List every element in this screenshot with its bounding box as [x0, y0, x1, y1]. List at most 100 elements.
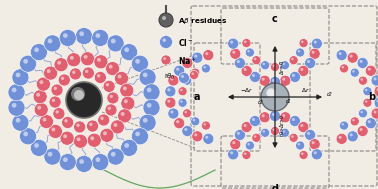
Text: Cl$^-$: Cl$^-$ [178, 37, 193, 49]
Circle shape [184, 111, 187, 113]
Circle shape [273, 129, 275, 131]
Circle shape [89, 123, 93, 126]
Circle shape [203, 66, 206, 68]
Circle shape [203, 133, 214, 144]
Circle shape [73, 134, 87, 148]
Circle shape [165, 97, 176, 108]
Circle shape [374, 86, 378, 97]
Circle shape [124, 99, 128, 103]
Circle shape [299, 39, 308, 48]
Circle shape [311, 51, 314, 54]
Circle shape [368, 68, 371, 71]
Circle shape [371, 108, 378, 119]
Circle shape [273, 64, 275, 67]
Circle shape [124, 47, 129, 52]
Circle shape [107, 148, 124, 165]
Circle shape [167, 88, 170, 91]
Circle shape [230, 139, 241, 150]
Circle shape [267, 89, 275, 97]
Text: $\Delta r$=0: $\Delta r$=0 [278, 59, 286, 75]
Circle shape [282, 63, 285, 65]
Circle shape [192, 72, 194, 75]
Circle shape [301, 40, 304, 43]
Circle shape [182, 125, 193, 136]
Circle shape [107, 92, 119, 104]
Circle shape [87, 120, 99, 132]
Circle shape [259, 75, 270, 86]
Circle shape [96, 33, 100, 38]
Circle shape [205, 136, 208, 139]
Circle shape [174, 118, 185, 129]
Circle shape [103, 80, 115, 92]
Circle shape [307, 132, 310, 135]
Circle shape [341, 66, 344, 68]
Circle shape [184, 128, 187, 131]
Circle shape [259, 112, 270, 123]
Circle shape [121, 96, 135, 110]
Circle shape [252, 56, 261, 65]
Text: r2: r2 [327, 91, 333, 97]
Circle shape [121, 139, 138, 156]
Circle shape [244, 40, 246, 43]
Circle shape [352, 119, 355, 121]
Circle shape [20, 128, 37, 145]
Circle shape [20, 55, 37, 72]
Circle shape [60, 131, 74, 145]
Circle shape [63, 157, 68, 162]
Circle shape [263, 130, 265, 133]
Circle shape [374, 97, 378, 108]
Circle shape [341, 123, 344, 125]
Circle shape [201, 121, 211, 130]
Circle shape [247, 50, 250, 53]
Circle shape [291, 135, 294, 138]
Text: c: c [272, 14, 278, 24]
Circle shape [74, 121, 86, 133]
Circle shape [361, 78, 363, 81]
Circle shape [76, 28, 93, 45]
Circle shape [163, 38, 166, 42]
Circle shape [79, 31, 84, 36]
Circle shape [15, 73, 20, 77]
Circle shape [178, 73, 189, 84]
Circle shape [234, 129, 245, 140]
Circle shape [270, 77, 280, 88]
Circle shape [243, 124, 246, 127]
Circle shape [120, 83, 134, 97]
Circle shape [12, 114, 29, 131]
Circle shape [282, 78, 285, 81]
Circle shape [147, 103, 152, 108]
Circle shape [365, 100, 367, 103]
Circle shape [301, 153, 304, 155]
Circle shape [81, 52, 94, 66]
Circle shape [70, 68, 82, 80]
Circle shape [298, 65, 309, 77]
Circle shape [97, 74, 100, 77]
Circle shape [111, 39, 116, 43]
Circle shape [53, 108, 65, 120]
Circle shape [176, 68, 179, 71]
Circle shape [61, 77, 64, 80]
Circle shape [92, 29, 109, 46]
Circle shape [359, 60, 363, 63]
Circle shape [336, 133, 347, 144]
Circle shape [109, 65, 113, 69]
Circle shape [352, 70, 355, 73]
Circle shape [43, 118, 46, 122]
Circle shape [103, 131, 107, 135]
Circle shape [203, 50, 214, 61]
Circle shape [296, 141, 305, 150]
Circle shape [241, 122, 252, 132]
Circle shape [110, 120, 124, 134]
Circle shape [291, 58, 294, 60]
Circle shape [280, 75, 291, 86]
Circle shape [170, 110, 174, 114]
Text: Na$^+$: Na$^+$ [178, 55, 197, 67]
Circle shape [280, 128, 290, 137]
Circle shape [33, 90, 47, 104]
Circle shape [48, 39, 53, 43]
Circle shape [77, 137, 81, 141]
Circle shape [292, 118, 295, 121]
Circle shape [54, 58, 68, 72]
Circle shape [51, 84, 63, 96]
Circle shape [237, 60, 240, 63]
